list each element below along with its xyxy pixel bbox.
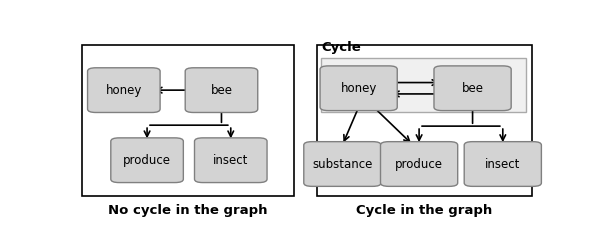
Text: produce: produce [123, 154, 171, 167]
FancyBboxPatch shape [464, 142, 541, 186]
Text: honey: honey [340, 82, 377, 95]
FancyBboxPatch shape [88, 68, 160, 112]
Text: Cycle in the graph: Cycle in the graph [356, 204, 493, 217]
FancyBboxPatch shape [434, 66, 511, 111]
Bar [317, 45, 532, 196]
Text: insect: insect [485, 157, 520, 170]
Text: bee: bee [211, 84, 232, 97]
Text: insect: insect [213, 154, 248, 167]
Bar [82, 45, 293, 196]
FancyBboxPatch shape [320, 66, 397, 111]
Text: produce: produce [395, 157, 443, 170]
FancyBboxPatch shape [194, 138, 267, 183]
FancyBboxPatch shape [185, 68, 258, 112]
FancyBboxPatch shape [304, 142, 381, 186]
Text: Cycle: Cycle [322, 41, 361, 54]
Text: No cycle in the graph: No cycle in the graph [108, 204, 268, 217]
FancyBboxPatch shape [380, 142, 458, 186]
FancyBboxPatch shape [111, 138, 184, 183]
Text: honey: honey [106, 84, 142, 97]
Text: bee: bee [461, 82, 484, 95]
Bar [322, 58, 526, 112]
Text: substance: substance [312, 157, 373, 170]
